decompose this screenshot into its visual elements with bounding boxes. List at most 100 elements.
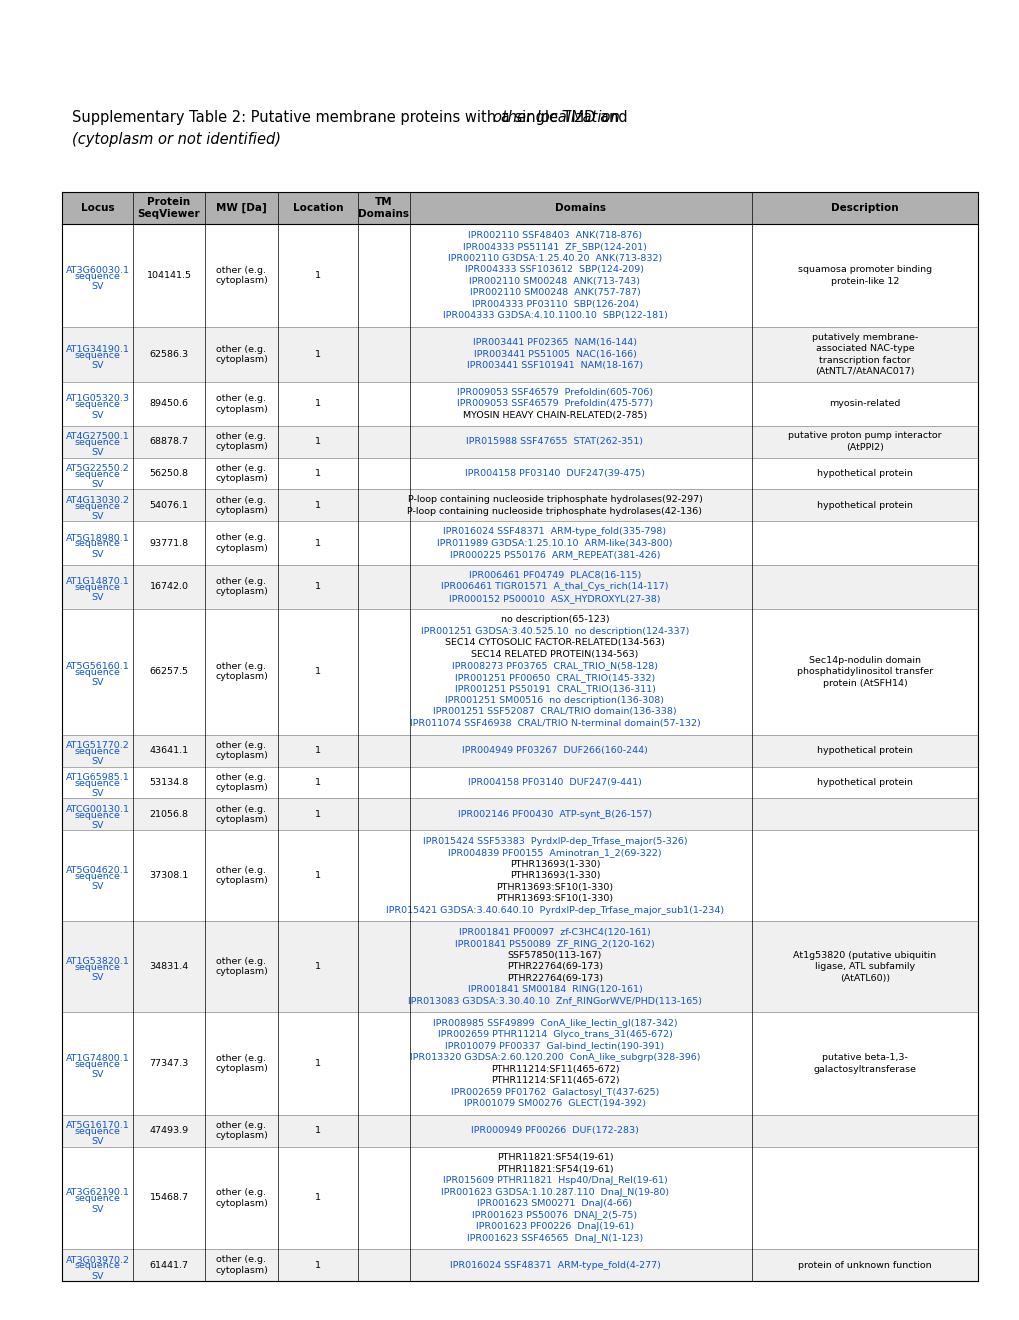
Text: (AtATL60)): (AtATL60)) xyxy=(839,974,890,982)
Text: sequence
SV: sequence SV xyxy=(74,810,120,830)
Text: 37308.1: 37308.1 xyxy=(149,871,189,880)
Text: other (e.g.
cytoplasm): other (e.g. cytoplasm) xyxy=(215,345,268,364)
Text: sequence
SV: sequence SV xyxy=(74,873,120,891)
Text: hypothetical protein: hypothetical protein xyxy=(816,469,912,478)
Text: ligase, ATL subfamily: ligase, ATL subfamily xyxy=(814,962,914,972)
Text: sequence
SV: sequence SV xyxy=(74,668,120,688)
Text: IPR001841 PF00097  zf-C3HC4(120-161): IPR001841 PF00097 zf-C3HC4(120-161) xyxy=(459,928,650,937)
Text: PTHR13693(1-330): PTHR13693(1-330) xyxy=(510,859,599,869)
Text: 15468.7: 15468.7 xyxy=(150,1193,189,1203)
Text: 61441.7: 61441.7 xyxy=(150,1261,189,1270)
Text: 66257.5: 66257.5 xyxy=(150,667,189,676)
Text: IPR001251 G3DSA:3.40.525.10  no description(124-337): IPR001251 G3DSA:3.40.525.10 no descripti… xyxy=(421,627,689,636)
Text: 1: 1 xyxy=(315,582,321,591)
Text: IPR011074 SSF46938  CRAL/TRIO N-terminal domain(57-132): IPR011074 SSF46938 CRAL/TRIO N-terminal … xyxy=(410,719,700,727)
Text: sequence
SV: sequence SV xyxy=(74,272,120,290)
Text: other localization: other localization xyxy=(493,110,620,125)
Bar xyxy=(62,458,977,490)
Text: IPR004158 PF03140  DUF247(39-475): IPR004158 PF03140 DUF247(39-475) xyxy=(465,469,644,478)
Text: IPR002659 PF01762  Galactosyl_T(437-625): IPR002659 PF01762 Galactosyl_T(437-625) xyxy=(450,1088,658,1097)
Text: sequence
SV: sequence SV xyxy=(74,400,120,420)
Text: 1: 1 xyxy=(315,271,321,280)
Text: AT5G04620.1: AT5G04620.1 xyxy=(65,866,129,875)
Text: IPR002146 PF00430  ATP-synt_B(26-157): IPR002146 PF00430 ATP-synt_B(26-157) xyxy=(458,810,651,818)
Text: (AtNTL7/AtANAC017): (AtNTL7/AtANAC017) xyxy=(814,367,914,376)
Text: IPR006461 PF04749  PLAC8(16-115): IPR006461 PF04749 PLAC8(16-115) xyxy=(469,570,641,579)
Bar xyxy=(62,799,977,830)
Text: sequence
SV: sequence SV xyxy=(74,540,120,558)
Text: IPR004333 SSF103612  SBP(124-209): IPR004333 SSF103612 SBP(124-209) xyxy=(465,265,644,275)
Text: AT1G51770.2: AT1G51770.2 xyxy=(65,742,129,750)
Text: SEC14 RELATED PROTEIN(134-563): SEC14 RELATED PROTEIN(134-563) xyxy=(471,649,638,659)
Bar xyxy=(62,521,977,565)
Text: 54076.1: 54076.1 xyxy=(150,500,189,510)
Bar xyxy=(62,1012,977,1114)
Bar xyxy=(62,426,977,458)
Text: IPR001251 PF00650  CRAL_TRIO(145-332): IPR001251 PF00650 CRAL_TRIO(145-332) xyxy=(454,673,654,682)
Text: IPR015424 SSF53383  PyrdxlP-dep_Trfase_major(5-326): IPR015424 SSF53383 PyrdxlP-dep_Trfase_ma… xyxy=(422,837,687,846)
Text: IPR001623 PF00226  DnaJ(19-61): IPR001623 PF00226 DnaJ(19-61) xyxy=(476,1222,634,1232)
Text: AT1G14870.1: AT1G14870.1 xyxy=(65,577,129,586)
Bar xyxy=(62,609,977,735)
Text: other (e.g.
cytoplasm): other (e.g. cytoplasm) xyxy=(215,463,268,483)
Text: associated NAC-type: associated NAC-type xyxy=(815,345,913,354)
Text: 53134.8: 53134.8 xyxy=(149,777,189,787)
Bar xyxy=(62,921,977,1012)
Text: IPR004839 PF00155  Aminotran_1_2(69-322): IPR004839 PF00155 Aminotran_1_2(69-322) xyxy=(447,849,661,857)
Text: PTHR11214:SF11(465-672): PTHR11214:SF11(465-672) xyxy=(490,1076,619,1085)
Text: IPR001841 PS50089  ZF_RING_2(120-162): IPR001841 PS50089 ZF_RING_2(120-162) xyxy=(454,939,654,948)
Text: AT1G74800.1: AT1G74800.1 xyxy=(65,1053,129,1063)
Text: AT1G34190.1: AT1G34190.1 xyxy=(65,345,129,354)
Text: sequence
SV: sequence SV xyxy=(74,583,120,602)
Text: IPR013320 G3DSA:2.60.120.200  ConA_like_subgrp(328-396): IPR013320 G3DSA:2.60.120.200 ConA_like_s… xyxy=(410,1053,700,1063)
Text: other (e.g.
cytoplasm): other (e.g. cytoplasm) xyxy=(215,495,268,515)
Bar xyxy=(62,191,977,224)
Text: IPR015988 SSF47655  STAT(262-351): IPR015988 SSF47655 STAT(262-351) xyxy=(466,437,643,446)
Text: 68878.7: 68878.7 xyxy=(150,437,189,446)
Text: other (e.g.
cytoplasm): other (e.g. cytoplasm) xyxy=(215,805,268,824)
Text: 1: 1 xyxy=(315,350,321,359)
Text: hypothetical protein: hypothetical protein xyxy=(816,746,912,755)
Text: putative beta-1,3-: putative beta-1,3- xyxy=(821,1053,907,1063)
Text: sequence
SV: sequence SV xyxy=(74,747,120,767)
Text: 1: 1 xyxy=(315,539,321,548)
Text: 89450.6: 89450.6 xyxy=(150,400,189,408)
Text: Location: Location xyxy=(292,203,343,213)
Text: other (e.g.
cytoplasm): other (e.g. cytoplasm) xyxy=(215,395,268,413)
Text: IPR016024 SSF48371  ARM-type_fold(4-277): IPR016024 SSF48371 ARM-type_fold(4-277) xyxy=(449,1261,659,1270)
Text: IPR001623 SM00271  DnaJ(4-66): IPR001623 SM00271 DnaJ(4-66) xyxy=(477,1199,632,1208)
Text: PTHR11821:SF54(19-61): PTHR11821:SF54(19-61) xyxy=(496,1164,612,1173)
Bar xyxy=(62,1147,977,1249)
Text: Description: Description xyxy=(830,203,898,213)
Text: PTHR11214:SF11(465-672): PTHR11214:SF11(465-672) xyxy=(490,1065,619,1073)
Text: IPR008273 PF03765  CRAL_TRIO_N(58-128): IPR008273 PF03765 CRAL_TRIO_N(58-128) xyxy=(451,661,657,671)
Bar xyxy=(62,767,977,799)
Text: galactosyltransferase: galactosyltransferase xyxy=(813,1065,916,1073)
Text: sequence
SV: sequence SV xyxy=(74,351,120,370)
Text: 1: 1 xyxy=(315,500,321,510)
Text: 34831.4: 34831.4 xyxy=(149,962,189,972)
Text: AT4G27500.1: AT4G27500.1 xyxy=(65,432,129,441)
Text: AT5G16170.1: AT5G16170.1 xyxy=(65,1121,129,1130)
Text: sequence
SV: sequence SV xyxy=(74,779,120,799)
Text: sequence
SV: sequence SV xyxy=(74,1060,120,1078)
Text: IPR015421 G3DSA:3.40.640.10  PyrdxlP-dep_Trfase_major_sub1(1-234): IPR015421 G3DSA:3.40.640.10 PyrdxlP-dep_… xyxy=(385,906,723,915)
Text: IPR016024 SSF48371  ARM-type_fold(335-798): IPR016024 SSF48371 ARM-type_fold(335-798… xyxy=(443,527,665,536)
Text: sequence
SV: sequence SV xyxy=(74,502,120,521)
Text: IPR003441 PF02365  NAM(16-144): IPR003441 PF02365 NAM(16-144) xyxy=(473,338,637,347)
Text: IPR011989 G3DSA:1.25.10.10  ARM-like(343-800): IPR011989 G3DSA:1.25.10.10 ARM-like(343-… xyxy=(437,539,673,548)
Text: myosin-related: myosin-related xyxy=(828,400,900,408)
Text: no description(65-123): no description(65-123) xyxy=(500,615,608,624)
Text: PTHR22764(69-173): PTHR22764(69-173) xyxy=(506,962,602,972)
Text: 1: 1 xyxy=(315,400,321,408)
Text: AT3G60030.1: AT3G60030.1 xyxy=(65,265,129,275)
Text: other (e.g.
cytoplasm): other (e.g. cytoplasm) xyxy=(215,661,268,681)
Text: AT3G03970.2: AT3G03970.2 xyxy=(65,1255,129,1265)
Text: AT3G62190.1: AT3G62190.1 xyxy=(65,1188,129,1197)
Text: IPR001251 SSF52087  CRAL/TRIO domain(136-338): IPR001251 SSF52087 CRAL/TRIO domain(136-… xyxy=(433,708,677,717)
Text: IPR004949 PF03267  DUF266(160-244): IPR004949 PF03267 DUF266(160-244) xyxy=(462,746,647,755)
Text: sequence
SV: sequence SV xyxy=(74,438,120,457)
Text: Locus: Locus xyxy=(81,203,114,213)
Text: IPR009053 SSF46579  Prefoldin(605-706): IPR009053 SSF46579 Prefoldin(605-706) xyxy=(457,388,652,397)
Text: 1: 1 xyxy=(315,667,321,676)
